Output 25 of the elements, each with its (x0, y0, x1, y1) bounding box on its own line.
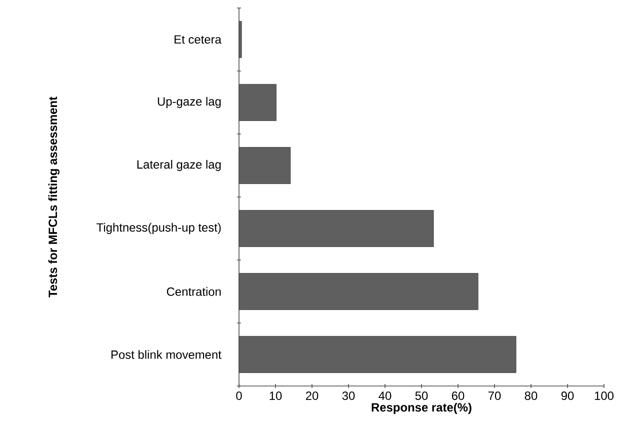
y-tick-label: Et cetera (174, 35, 222, 44)
bar (238, 273, 478, 310)
bar (238, 147, 291, 184)
x-tick-label: 80 (524, 392, 538, 400)
x-tick-label: 100 (594, 392, 614, 400)
x-tick-label: 0 (236, 392, 242, 400)
x-tick-label: 20 (306, 392, 318, 400)
y-tick-label: Tightness(push-up test) (96, 222, 221, 234)
y-tick-label: Lateral gaze lag (137, 160, 221, 172)
x-tick-label: 40 (378, 392, 392, 400)
y-tick-label: Up-gaze lag (158, 96, 221, 108)
bar (238, 336, 516, 373)
x-tick-label: 50 (415, 392, 428, 400)
bar (238, 84, 276, 121)
x-tick-label: 10 (270, 392, 282, 400)
y-axis-title: Tests for MFCLs fitting assessment (48, 96, 60, 298)
x-tick-label: 90 (561, 392, 574, 400)
bar (238, 210, 434, 247)
y-tick-label: Centration (166, 287, 221, 296)
bar (238, 21, 242, 58)
x-axis-title: Response rate(%) (372, 402, 472, 414)
x-tick-label: 60 (452, 392, 464, 400)
y-tick-label: Post blink movement (112, 350, 222, 359)
x-tick-label: 30 (342, 392, 355, 400)
x-tick-label: 70 (488, 392, 501, 400)
